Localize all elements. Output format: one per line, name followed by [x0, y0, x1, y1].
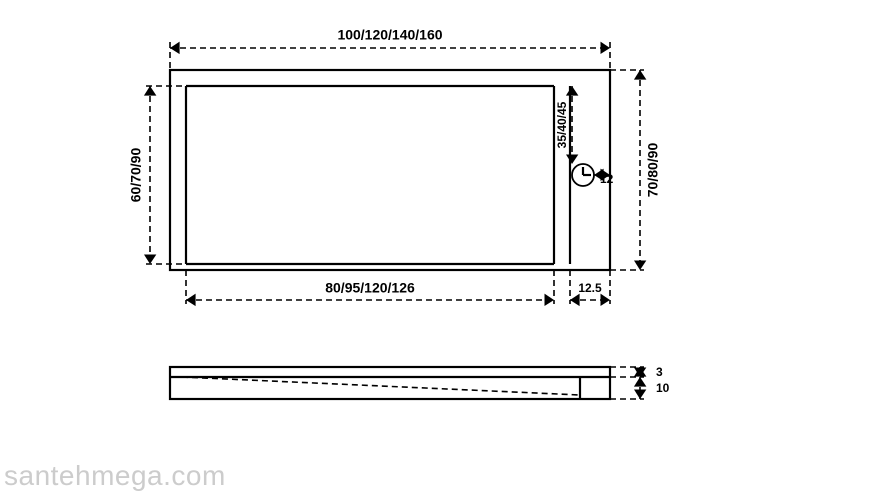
svg-text:60/70/90: 60/70/90: [128, 148, 144, 203]
svg-text:70/80/90: 70/80/90: [645, 143, 661, 198]
svg-text:12.5: 12.5: [578, 281, 602, 295]
svg-text:10: 10: [656, 381, 670, 395]
svg-text:35/40/45: 35/40/45: [555, 101, 569, 148]
watermark-text: santehmega.com: [4, 460, 226, 492]
svg-text:100/120/140/160: 100/120/140/160: [337, 27, 442, 43]
svg-text:3: 3: [656, 365, 663, 379]
dimension-drawing: 100/120/140/160 80/95/120/126 12.5 60/70/90…: [0, 0, 880, 500]
svg-text:12: 12: [600, 172, 614, 186]
svg-text:80/95/120/126: 80/95/120/126: [325, 280, 415, 296]
